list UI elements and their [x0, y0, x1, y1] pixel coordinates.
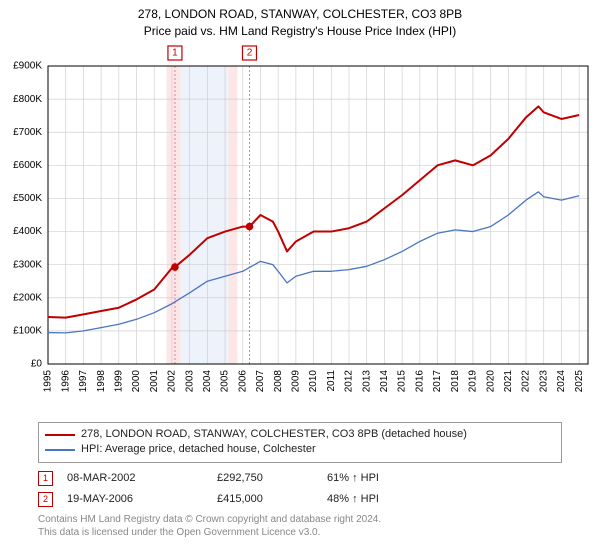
svg-text:2001: 2001 — [149, 370, 160, 393]
svg-text:1998: 1998 — [96, 370, 107, 393]
transaction-row-1: 2 19-MAY-2006 £415,000 48% ↑ HPI — [38, 492, 562, 507]
transaction-marker-0: 1 — [38, 471, 53, 486]
svg-text:2020: 2020 — [485, 370, 496, 393]
svg-text:2025: 2025 — [574, 370, 585, 393]
svg-text:2015: 2015 — [397, 370, 408, 393]
legend-swatch-0 — [45, 434, 75, 436]
svg-text:2024: 2024 — [556, 370, 567, 393]
title-subtitle: Price paid vs. HM Land Registry's House … — [0, 23, 600, 40]
footnote-line-2: This data is licensed under the Open Gov… — [38, 526, 562, 539]
chart-svg: £0 £100K £200K £300K £400K £500K £600K £700K £80… — [0, 42, 600, 412]
svg-text:1995: 1995 — [43, 370, 54, 393]
transaction-price-0: £292,750 — [217, 472, 327, 484]
chart-container: 278, LONDON ROAD, STANWAY, COLCHESTER, C… — [0, 0, 600, 560]
svg-text:£500K: £500K — [13, 193, 42, 204]
legend-swatch-1 — [45, 449, 75, 451]
legend-row-0: 278, LONDON ROAD, STANWAY, COLCHESTER, C… — [45, 427, 555, 442]
svg-text:2002: 2002 — [167, 370, 178, 393]
svg-text:2021: 2021 — [503, 370, 514, 393]
svg-text:£300K: £300K — [13, 259, 42, 270]
legend-row-1: HPI: Average price, detached house, Colc… — [45, 442, 555, 457]
footnote: Contains HM Land Registry data © Crown c… — [38, 513, 562, 539]
transaction-date-0: 08-MAR-2002 — [67, 472, 217, 484]
title-block: 278, LONDON ROAD, STANWAY, COLCHESTER, C… — [0, 0, 600, 40]
svg-text:2003: 2003 — [184, 370, 195, 393]
svg-text:2006: 2006 — [237, 370, 248, 393]
svg-text:2009: 2009 — [291, 370, 302, 393]
svg-text:£800K: £800K — [13, 94, 42, 105]
transaction-date-1: 19-MAY-2006 — [67, 493, 217, 505]
svg-text:1996: 1996 — [60, 370, 71, 393]
svg-text:2011: 2011 — [326, 370, 337, 392]
svg-text:£0: £0 — [31, 359, 43, 370]
svg-text:2007: 2007 — [255, 370, 266, 393]
transaction-table: 1 08-MAR-2002 £292,750 61% ↑ HPI 2 19-MA… — [38, 471, 562, 507]
svg-text:2012: 2012 — [344, 370, 355, 393]
legend-box: 278, LONDON ROAD, STANWAY, COLCHESTER, C… — [38, 422, 562, 463]
svg-text:2018: 2018 — [450, 370, 461, 393]
svg-text:2017: 2017 — [432, 370, 443, 393]
svg-text:2004: 2004 — [202, 370, 213, 393]
svg-text:2008: 2008 — [273, 370, 284, 393]
svg-text:£100K: £100K — [13, 326, 42, 337]
legend-and-footer: 278, LONDON ROAD, STANWAY, COLCHESTER, C… — [38, 422, 562, 539]
svg-text:2010: 2010 — [308, 370, 319, 393]
svg-text:2014: 2014 — [379, 370, 390, 393]
transaction-pct-0: 61% ↑ HPI — [327, 472, 562, 484]
transaction-price-1: £415,000 — [217, 493, 327, 505]
title-address: 278, LONDON ROAD, STANWAY, COLCHESTER, C… — [0, 6, 600, 23]
svg-text:2000: 2000 — [131, 370, 142, 393]
svg-text:2: 2 — [247, 48, 253, 59]
legend-label-0: 278, LONDON ROAD, STANWAY, COLCHESTER, C… — [81, 427, 467, 442]
svg-text:2023: 2023 — [538, 370, 549, 393]
svg-text:1: 1 — [172, 48, 178, 59]
transaction-marker-1: 2 — [38, 492, 53, 507]
svg-text:2019: 2019 — [468, 370, 479, 393]
transaction-row-0: 1 08-MAR-2002 £292,750 61% ↑ HPI — [38, 471, 562, 486]
svg-text:2005: 2005 — [220, 370, 231, 393]
svg-text:£200K: £200K — [13, 292, 42, 303]
svg-text:2016: 2016 — [414, 370, 425, 393]
svg-text:2013: 2013 — [361, 370, 372, 393]
svg-text:£900K: £900K — [13, 61, 42, 72]
legend-label-1: HPI: Average price, detached house, Colc… — [81, 442, 316, 457]
transaction-pct-1: 48% ↑ HPI — [327, 493, 562, 505]
svg-text:1997: 1997 — [78, 370, 89, 393]
svg-text:2022: 2022 — [521, 370, 532, 393]
svg-text:1999: 1999 — [113, 370, 124, 393]
chart: £0 £100K £200K £300K £400K £500K £600K £700K £80… — [0, 42, 600, 412]
svg-text:£400K: £400K — [13, 226, 42, 237]
footnote-line-1: Contains HM Land Registry data © Crown c… — [38, 513, 562, 526]
svg-text:£700K: £700K — [13, 127, 42, 138]
svg-text:£600K: £600K — [13, 160, 42, 171]
